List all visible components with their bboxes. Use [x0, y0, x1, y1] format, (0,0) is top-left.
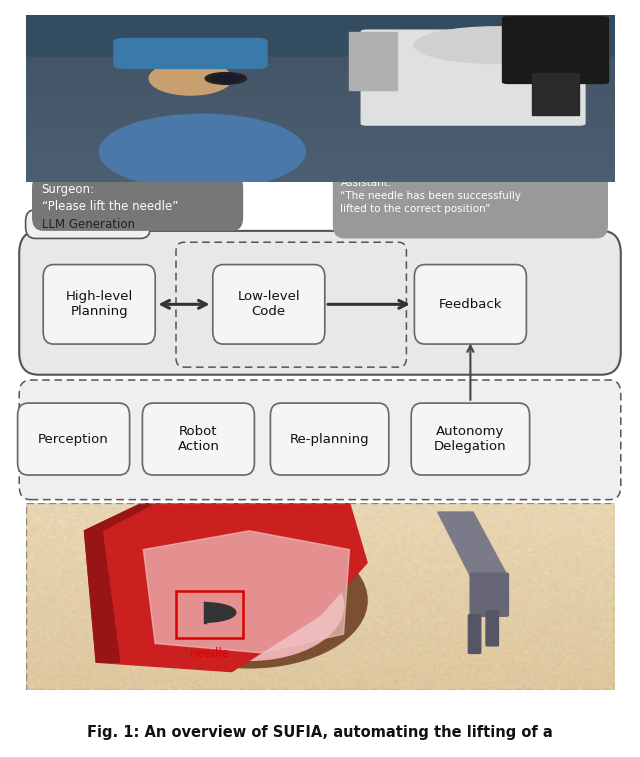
Polygon shape	[143, 531, 349, 653]
Bar	[176, 591, 243, 638]
Ellipse shape	[211, 74, 241, 83]
Text: Low-level
Code: Low-level Code	[237, 291, 300, 318]
Bar	[532, 73, 579, 115]
FancyBboxPatch shape	[143, 403, 254, 475]
Text: Fig. 1: An overview of SUFIA, automating the lifting of a: Fig. 1: An overview of SUFIA, automating…	[87, 724, 553, 740]
FancyBboxPatch shape	[114, 39, 267, 68]
FancyBboxPatch shape	[361, 30, 585, 125]
Ellipse shape	[414, 26, 579, 64]
Text: Perception: Perception	[38, 432, 109, 446]
Text: High-level
Planning: High-level Planning	[65, 291, 133, 318]
Ellipse shape	[149, 62, 232, 95]
FancyBboxPatch shape	[270, 403, 388, 475]
Text: needle: needle	[189, 647, 230, 660]
Text: Autonomy
Delegation: Autonomy Delegation	[434, 425, 507, 453]
FancyBboxPatch shape	[333, 170, 608, 238]
FancyBboxPatch shape	[18, 403, 130, 475]
Ellipse shape	[132, 533, 367, 668]
Text: Surgeon:
“Please lift the needle”: Surgeon: “Please lift the needle”	[42, 183, 178, 213]
FancyBboxPatch shape	[19, 231, 621, 375]
Ellipse shape	[99, 114, 305, 189]
Polygon shape	[438, 512, 508, 581]
Polygon shape	[84, 503, 155, 662]
FancyBboxPatch shape	[468, 615, 481, 653]
Ellipse shape	[205, 73, 246, 84]
FancyBboxPatch shape	[32, 174, 243, 231]
FancyBboxPatch shape	[412, 403, 529, 475]
FancyBboxPatch shape	[470, 573, 508, 616]
Text: LLM Generation: LLM Generation	[42, 217, 134, 231]
Text: Assistant:
“The needle has been successfully
lifted to the correct position”: Assistant: “The needle has been successf…	[340, 178, 522, 214]
FancyBboxPatch shape	[486, 611, 499, 646]
FancyBboxPatch shape	[19, 380, 621, 500]
Bar	[349, 32, 397, 90]
FancyBboxPatch shape	[44, 265, 155, 344]
Text: Robot
Action: Robot Action	[177, 425, 220, 453]
FancyBboxPatch shape	[502, 17, 609, 83]
Text: Re-planning: Re-planning	[290, 432, 369, 446]
Polygon shape	[205, 603, 236, 622]
Polygon shape	[84, 503, 367, 671]
Text: Feedback: Feedback	[438, 298, 502, 311]
FancyBboxPatch shape	[26, 210, 150, 238]
Ellipse shape	[155, 551, 344, 660]
FancyBboxPatch shape	[415, 265, 526, 344]
FancyBboxPatch shape	[212, 265, 325, 344]
